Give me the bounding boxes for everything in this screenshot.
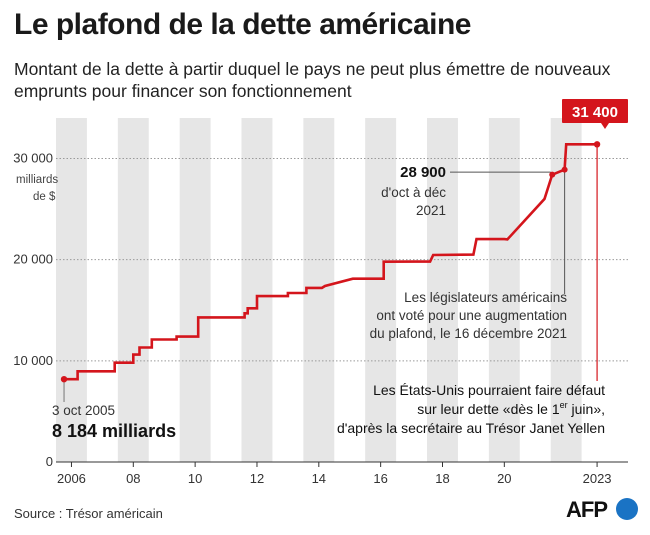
x-tick-2020: 20 xyxy=(497,471,511,486)
default-note-line-1: Les États-Unis pourraient faire défaut xyxy=(373,382,605,398)
x-tick-2006: 2006 xyxy=(57,471,86,486)
end-value-callout: 31 400 xyxy=(562,99,628,129)
end-value-label: 31 400 xyxy=(572,104,618,121)
x-tick-2012: 12 xyxy=(250,471,264,486)
vote-note-line-2: ont voté pour une augmentation xyxy=(376,308,567,323)
year-band-2008 xyxy=(117,118,149,462)
start-date-label: 3 oct 2005 xyxy=(52,403,115,418)
annotation-leaders xyxy=(63,144,598,402)
x-tick-2016: 16 xyxy=(373,471,387,486)
globe-icon xyxy=(616,498,638,520)
default-note-line-2a: sur leur dette «dès le 1 xyxy=(417,401,560,417)
year-band-2012 xyxy=(241,118,273,462)
afp-logo-text: AFP xyxy=(566,497,608,522)
chart-subtitle: Montant de la dette à partir duquel le p… xyxy=(14,59,611,101)
x-tick-2014: 14 xyxy=(312,471,326,486)
year-band-2018 xyxy=(427,118,458,462)
default-note-superscript: er xyxy=(560,400,568,410)
mid-value-label: 28 900 xyxy=(400,164,446,181)
point-end xyxy=(593,141,601,148)
point-oct-2021 xyxy=(549,171,556,178)
point-start xyxy=(60,375,68,383)
default-note-line-2b: juin», xyxy=(568,401,605,417)
mid-period-label-1: d'oct à déc xyxy=(381,185,446,200)
vote-note-line-1: Les législateurs américains xyxy=(404,290,567,305)
axes xyxy=(56,157,628,463)
y-axis-ticks: 0 10 000 20 000 30 000 xyxy=(13,150,53,469)
x-tick-2010: 10 xyxy=(188,471,202,486)
x-axis-ticks: 2006 08 10 12 14 16 18 20 2023 xyxy=(57,462,612,486)
year-band-2022 xyxy=(550,118,582,462)
year-bands xyxy=(56,118,582,462)
vote-note-line-3: du plafond, le 16 décembre 2021 xyxy=(370,326,567,341)
year-band-2020 xyxy=(488,118,520,462)
source-note: Source : Trésor américain xyxy=(14,506,163,521)
year-band-2010 xyxy=(179,118,211,462)
y-tick-30000: 30 000 xyxy=(13,150,53,165)
y-tick-20000: 20 000 xyxy=(13,252,53,267)
y-tick-10000: 10 000 xyxy=(13,353,53,368)
mid-period-label-2: 2021 xyxy=(416,203,446,218)
y-axis-unit-line-2: de $ xyxy=(33,191,56,203)
y-tick-0: 0 xyxy=(46,454,53,469)
year-band-2016 xyxy=(365,118,397,462)
point-dec-2021 xyxy=(561,166,568,173)
x-tick-2023: 2023 xyxy=(583,471,612,486)
chart-title: Le plafond de la dette américaine xyxy=(14,8,471,41)
debt-ceiling-series-line xyxy=(64,143,598,381)
default-note-line-2: sur leur dette «dès le 1er juin», xyxy=(417,400,605,417)
afp-logo: AFP xyxy=(566,497,640,527)
year-band-2006 xyxy=(56,118,87,462)
year-band-2014 xyxy=(303,118,335,462)
callout-box xyxy=(562,99,628,123)
y-axis-unit-line-1: milliards xyxy=(16,174,58,186)
callout-pointer xyxy=(601,123,609,129)
x-tick-2018: 18 xyxy=(435,471,449,486)
start-value-label: 8 184 milliards xyxy=(52,421,176,441)
default-note-line-3: d'après la secrétaire au Trésor Janet Ye… xyxy=(337,420,605,436)
x-tick-2008: 08 xyxy=(126,471,140,486)
